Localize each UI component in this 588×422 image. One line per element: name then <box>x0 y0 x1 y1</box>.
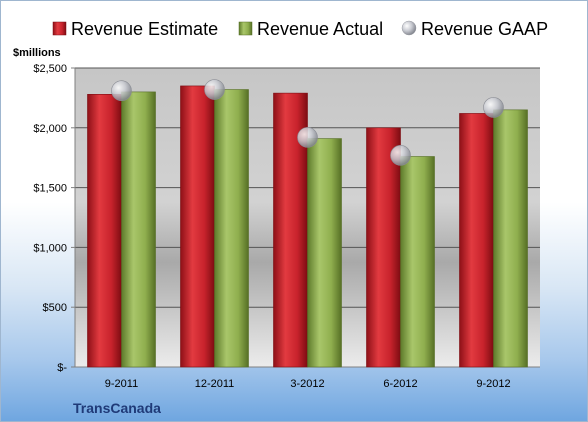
x-tick-label: 12-2011 <box>195 378 235 390</box>
bars <box>87 85 528 368</box>
x-tick-label: 6-2012 <box>383 378 417 390</box>
legend-label-estimate: Revenue Estimate <box>71 19 218 39</box>
y-tick-label: $2,500 <box>33 63 67 75</box>
y-tick-label: $1,000 <box>33 242 67 254</box>
gaap-markers <box>111 79 504 166</box>
marker-gaap-12-2011 <box>204 79 225 100</box>
bar-estimate-9-2011 <box>87 94 122 368</box>
legend-swatch-actual <box>238 21 253 36</box>
y-tick-label: $1,500 <box>33 183 67 195</box>
legend-swatch-estimate <box>52 21 67 36</box>
bar-actual-9-2011 <box>121 91 156 368</box>
company-name: TransCanada <box>73 400 161 416</box>
x-tick-label: 9-2012 <box>476 378 510 390</box>
bar-estimate-6-2012 <box>366 127 401 368</box>
legend-label-actual: Revenue Actual <box>257 19 383 39</box>
x-tick-label: 3-2012 <box>290 378 324 390</box>
x-axis: 9-2011 12-2011 3-2012 6-2012 9-2012 <box>105 378 511 390</box>
bar-actual-6-2012 <box>400 156 435 368</box>
y-tick-label: $- <box>57 362 67 374</box>
bar-estimate-12-2011 <box>180 85 215 368</box>
legend-label-gaap: Revenue GAAP <box>421 19 548 39</box>
bar-actual-9-2012 <box>493 109 528 368</box>
legend: Revenue Estimate Revenue Actual Revenue … <box>52 19 548 39</box>
bar-estimate-9-2012 <box>459 113 494 368</box>
legend-marker-gaap <box>401 20 417 36</box>
marker-gaap-3-2012 <box>297 127 318 148</box>
y-tick-label: $500 <box>43 302 67 314</box>
bar-actual-3-2012 <box>307 138 342 368</box>
marker-gaap-9-2012 <box>483 97 504 118</box>
y-tick-label: $2,000 <box>33 123 67 135</box>
x-tick-label: 9-2011 <box>105 378 138 390</box>
bar-actual-12-2011 <box>214 89 249 368</box>
y-axis-unit-label: $millions <box>13 47 61 59</box>
marker-gaap-6-2012 <box>390 145 411 166</box>
marker-gaap-9-2011 <box>111 80 132 102</box>
